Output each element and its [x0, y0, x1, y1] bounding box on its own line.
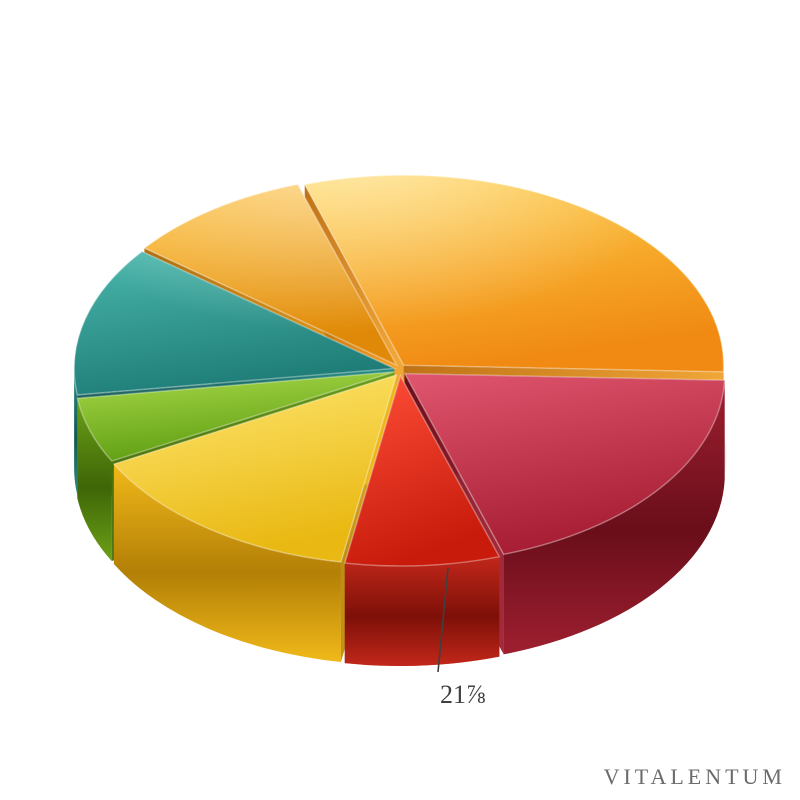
watermark-text: VITALENTUM	[604, 764, 786, 790]
pie-chart	[0, 0, 800, 800]
chart-stage: 21⅞ VITALENTUM	[0, 0, 800, 800]
slice-callout-label: 21⅞	[440, 680, 486, 710]
